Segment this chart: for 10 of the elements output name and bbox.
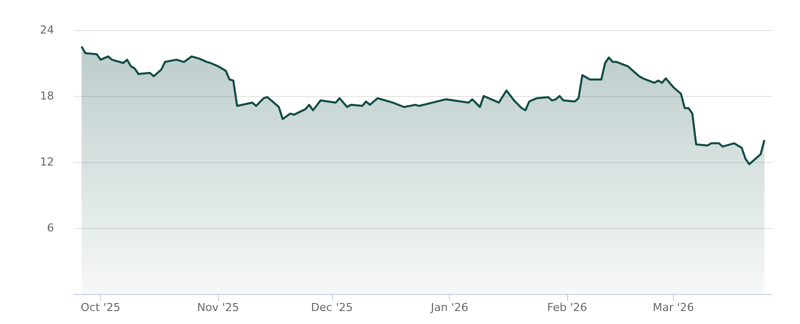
x-tick-label: Feb '26 — [547, 301, 588, 314]
x-tick-label: Nov '25 — [197, 301, 240, 314]
x-tick-label: Jan '26 — [430, 301, 468, 314]
y-tick-label: 18 — [40, 90, 54, 102]
x-tick-label: Mar '26 — [652, 301, 694, 314]
y-tick-label: 6 — [47, 222, 54, 234]
x-tick-label: Oct '25 — [80, 301, 120, 314]
x-tick-label: Dec '25 — [311, 301, 353, 314]
y-tick-label: 24 — [40, 24, 54, 36]
y-tick-label: 12 — [40, 156, 54, 168]
